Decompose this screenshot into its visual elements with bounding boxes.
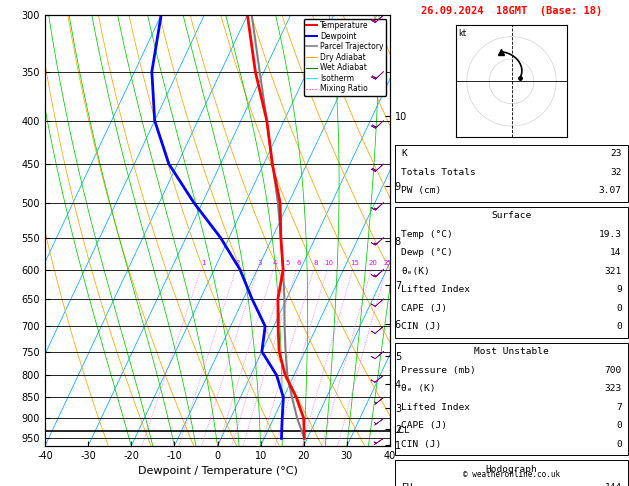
Text: 23: 23	[610, 149, 621, 158]
Text: 1: 1	[201, 260, 205, 266]
Text: 700: 700	[604, 366, 621, 375]
Text: 9: 9	[616, 285, 621, 294]
Text: θₑ (K): θₑ (K)	[401, 384, 436, 393]
Text: Pressure (mb): Pressure (mb)	[401, 366, 476, 375]
Text: 0: 0	[616, 322, 621, 331]
X-axis label: Dewpoint / Temperature (°C): Dewpoint / Temperature (°C)	[138, 467, 298, 476]
Text: PW (cm): PW (cm)	[401, 186, 442, 195]
Text: Lifted Index: Lifted Index	[401, 403, 470, 412]
Text: θₑ(K): θₑ(K)	[401, 267, 430, 276]
Text: 0: 0	[616, 421, 621, 430]
Legend: Temperature, Dewpoint, Parcel Trajectory, Dry Adiabat, Wet Adiabat, Isotherm, Mi: Temperature, Dewpoint, Parcel Trajectory…	[304, 19, 386, 96]
Text: 8: 8	[313, 260, 318, 266]
Text: 20: 20	[369, 260, 377, 266]
Text: © weatheronline.co.uk: © weatheronline.co.uk	[463, 469, 560, 479]
Text: 0: 0	[616, 304, 621, 312]
Text: 26.09.2024  18GMT  (Base: 18): 26.09.2024 18GMT (Base: 18)	[421, 6, 602, 16]
Text: CAPE (J): CAPE (J)	[401, 304, 447, 312]
Text: 321: 321	[604, 267, 621, 276]
Text: Hodograph: Hodograph	[486, 465, 537, 474]
Text: 19.3: 19.3	[599, 230, 621, 239]
Text: Surface: Surface	[491, 211, 532, 220]
Text: 144: 144	[604, 483, 621, 486]
Text: 2: 2	[236, 260, 240, 266]
Text: Dewp (°C): Dewp (°C)	[401, 248, 453, 257]
Text: 323: 323	[604, 384, 621, 393]
Text: CIN (J): CIN (J)	[401, 322, 442, 331]
Text: 7: 7	[616, 403, 621, 412]
Text: 4: 4	[273, 260, 277, 266]
Text: 10: 10	[325, 260, 333, 266]
Text: 0: 0	[616, 440, 621, 449]
Text: CAPE (J): CAPE (J)	[401, 421, 447, 430]
Text: 32: 32	[610, 168, 621, 177]
Text: 3.07: 3.07	[599, 186, 621, 195]
Text: kt: kt	[458, 29, 466, 38]
Text: 14: 14	[610, 248, 621, 257]
Text: 15: 15	[350, 260, 359, 266]
Text: Totals Totals: Totals Totals	[401, 168, 476, 177]
Text: 3: 3	[257, 260, 262, 266]
Text: LCL: LCL	[394, 426, 409, 435]
Text: CIN (J): CIN (J)	[401, 440, 442, 449]
Text: 25: 25	[384, 260, 392, 266]
Text: K: K	[401, 149, 407, 158]
Text: 5: 5	[286, 260, 290, 266]
Text: EH: EH	[401, 483, 413, 486]
Text: Lifted Index: Lifted Index	[401, 285, 470, 294]
Text: Temp (°C): Temp (°C)	[401, 230, 453, 239]
Text: 6: 6	[296, 260, 301, 266]
Text: Most Unstable: Most Unstable	[474, 347, 549, 356]
